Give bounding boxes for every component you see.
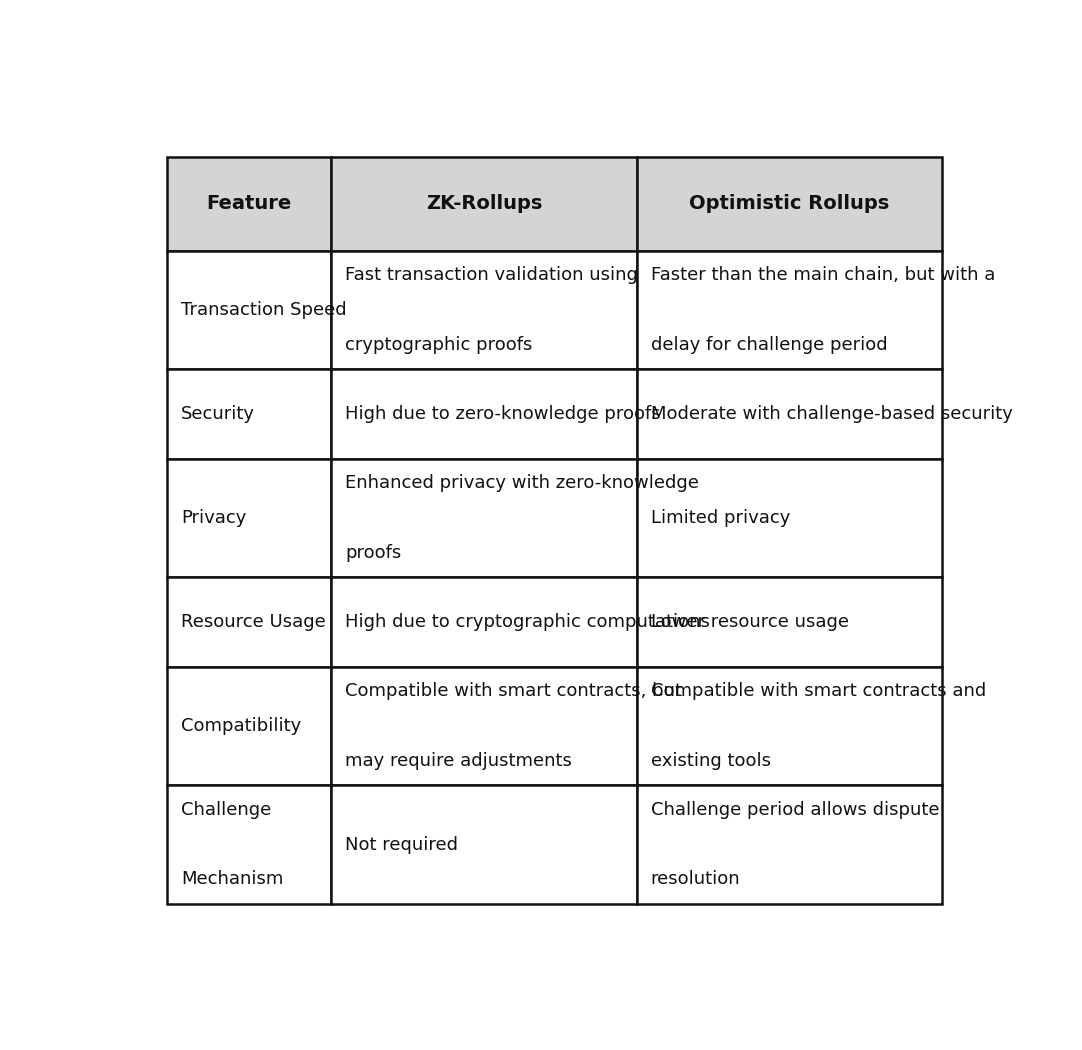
Bar — [636, 251, 942, 370]
Text: Challenge

Mechanism: Challenge Mechanism — [181, 801, 283, 888]
Text: Limited privacy: Limited privacy — [650, 509, 790, 527]
Bar — [167, 251, 331, 370]
Text: Transaction Speed: Transaction Speed — [181, 301, 346, 319]
Bar — [331, 459, 636, 578]
Bar — [167, 578, 331, 667]
Text: Fast transaction validation using

cryptographic proofs: Fast transaction validation using crypto… — [345, 267, 638, 354]
Bar — [636, 459, 942, 578]
Text: Lower resource usage: Lower resource usage — [650, 613, 848, 631]
Text: Faster than the main chain, but with a

delay for challenge period: Faster than the main chain, but with a d… — [650, 267, 995, 354]
Bar — [331, 785, 636, 904]
Text: Compatibility: Compatibility — [181, 717, 301, 735]
Text: High due to cryptographic computations: High due to cryptographic computations — [345, 613, 710, 631]
Text: Not required: Not required — [345, 836, 459, 854]
Bar — [331, 370, 636, 459]
Bar — [636, 785, 942, 904]
Bar — [167, 785, 331, 904]
Text: Enhanced privacy with zero-knowledge

proofs: Enhanced privacy with zero-knowledge pro… — [345, 475, 699, 562]
Text: Resource Usage: Resource Usage — [181, 613, 326, 631]
Bar — [167, 459, 331, 578]
Bar — [331, 251, 636, 370]
Bar — [636, 667, 942, 785]
Bar — [331, 578, 636, 667]
Bar — [167, 156, 331, 251]
Text: Privacy: Privacy — [181, 509, 247, 527]
Text: High due to zero-knowledge proofs: High due to zero-knowledge proofs — [345, 405, 661, 423]
Text: Challenge period allows dispute

resolution: Challenge period allows dispute resoluti… — [650, 801, 939, 888]
Text: Compatible with smart contracts, but

may require adjustments: Compatible with smart contracts, but may… — [345, 682, 683, 770]
Text: Moderate with challenge-based security: Moderate with challenge-based security — [650, 405, 1013, 423]
Bar — [636, 370, 942, 459]
Bar — [167, 370, 331, 459]
Text: ZK-Rollups: ZK-Rollups — [426, 194, 542, 213]
Bar — [331, 667, 636, 785]
Bar — [636, 156, 942, 251]
Text: Security: Security — [181, 405, 255, 423]
Bar — [331, 156, 636, 251]
Text: Feature: Feature — [207, 194, 292, 213]
Text: Optimistic Rollups: Optimistic Rollups — [689, 194, 889, 213]
Bar — [167, 667, 331, 785]
Bar — [636, 578, 942, 667]
Text: Compatible with smart contracts and

existing tools: Compatible with smart contracts and exis… — [650, 682, 986, 770]
